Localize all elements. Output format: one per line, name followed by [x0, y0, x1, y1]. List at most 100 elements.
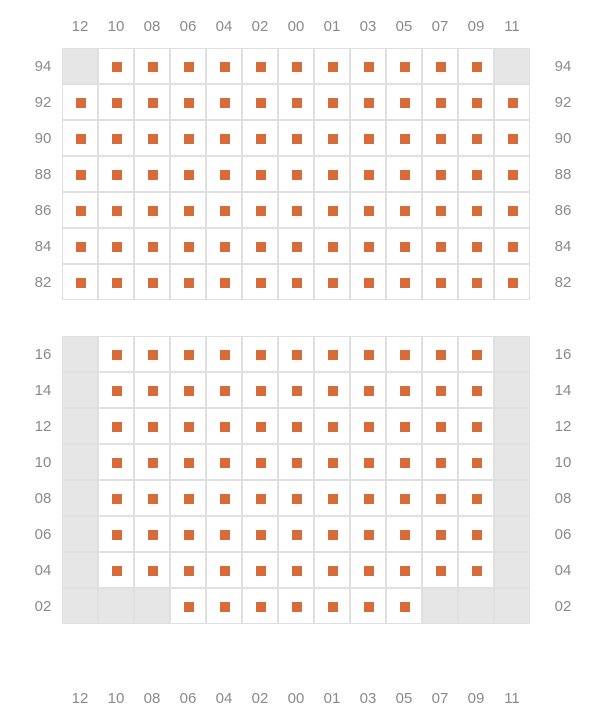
bottom-seat[interactable]: [170, 516, 206, 552]
bottom-seat[interactable]: [314, 588, 350, 624]
top-seat[interactable]: [314, 192, 350, 228]
bottom-seat[interactable]: [206, 336, 242, 372]
bottom-seat[interactable]: [206, 444, 242, 480]
bottom-seat[interactable]: [458, 372, 494, 408]
top-seat[interactable]: [494, 84, 530, 120]
top-seat[interactable]: [98, 156, 134, 192]
bottom-seat[interactable]: [278, 516, 314, 552]
bottom-seat[interactable]: [206, 480, 242, 516]
top-seat[interactable]: [206, 156, 242, 192]
top-seat[interactable]: [458, 156, 494, 192]
top-seat[interactable]: [422, 156, 458, 192]
bottom-seat[interactable]: [278, 588, 314, 624]
top-seat[interactable]: [206, 228, 242, 264]
top-seat[interactable]: [98, 84, 134, 120]
top-seat[interactable]: [242, 156, 278, 192]
top-seat[interactable]: [134, 84, 170, 120]
top-seat[interactable]: [458, 84, 494, 120]
bottom-seat[interactable]: [134, 336, 170, 372]
top-seat[interactable]: [278, 228, 314, 264]
top-seat[interactable]: [350, 228, 386, 264]
bottom-seat[interactable]: [98, 480, 134, 516]
bottom-seat[interactable]: [350, 552, 386, 588]
bottom-seat[interactable]: [386, 480, 422, 516]
top-seat[interactable]: [98, 264, 134, 300]
bottom-seat[interactable]: [278, 336, 314, 372]
top-seat[interactable]: [278, 48, 314, 84]
bottom-seat[interactable]: [458, 336, 494, 372]
top-seat[interactable]: [62, 84, 98, 120]
top-seat[interactable]: [422, 264, 458, 300]
top-seat[interactable]: [206, 120, 242, 156]
bottom-seat[interactable]: [206, 408, 242, 444]
top-seat[interactable]: [350, 156, 386, 192]
top-seat[interactable]: [314, 48, 350, 84]
bottom-seat[interactable]: [458, 480, 494, 516]
top-seat[interactable]: [458, 120, 494, 156]
bottom-seat[interactable]: [422, 444, 458, 480]
top-seat[interactable]: [494, 264, 530, 300]
top-seat[interactable]: [98, 228, 134, 264]
top-seat[interactable]: [62, 120, 98, 156]
bottom-seat[interactable]: [242, 480, 278, 516]
bottom-seat[interactable]: [422, 480, 458, 516]
top-seat[interactable]: [350, 48, 386, 84]
bottom-seat[interactable]: [386, 408, 422, 444]
top-seat[interactable]: [494, 228, 530, 264]
bottom-seat[interactable]: [350, 588, 386, 624]
bottom-seat[interactable]: [314, 516, 350, 552]
bottom-seat[interactable]: [206, 516, 242, 552]
bottom-seat[interactable]: [458, 552, 494, 588]
top-seat[interactable]: [386, 264, 422, 300]
top-seat[interactable]: [422, 84, 458, 120]
top-seat[interactable]: [494, 192, 530, 228]
top-seat[interactable]: [278, 120, 314, 156]
top-seat[interactable]: [62, 192, 98, 228]
top-seat[interactable]: [278, 84, 314, 120]
top-seat[interactable]: [386, 84, 422, 120]
top-seat[interactable]: [458, 48, 494, 84]
top-seat[interactable]: [458, 228, 494, 264]
top-seat[interactable]: [386, 120, 422, 156]
top-seat[interactable]: [98, 48, 134, 84]
bottom-seat[interactable]: [278, 372, 314, 408]
bottom-seat[interactable]: [350, 480, 386, 516]
bottom-seat[interactable]: [134, 444, 170, 480]
top-seat[interactable]: [206, 264, 242, 300]
bottom-seat[interactable]: [386, 372, 422, 408]
bottom-seat[interactable]: [134, 480, 170, 516]
bottom-seat[interactable]: [242, 408, 278, 444]
top-seat[interactable]: [386, 192, 422, 228]
bottom-seat[interactable]: [170, 480, 206, 516]
top-seat[interactable]: [422, 228, 458, 264]
bottom-seat[interactable]: [170, 588, 206, 624]
bottom-seat[interactable]: [278, 480, 314, 516]
top-seat[interactable]: [242, 48, 278, 84]
top-seat[interactable]: [206, 192, 242, 228]
bottom-seat[interactable]: [314, 372, 350, 408]
top-seat[interactable]: [134, 228, 170, 264]
bottom-seat[interactable]: [206, 588, 242, 624]
bottom-seat[interactable]: [278, 444, 314, 480]
top-seat[interactable]: [386, 156, 422, 192]
top-seat[interactable]: [134, 264, 170, 300]
bottom-seat[interactable]: [242, 588, 278, 624]
bottom-seat[interactable]: [98, 516, 134, 552]
top-seat[interactable]: [206, 84, 242, 120]
top-seat[interactable]: [386, 228, 422, 264]
bottom-seat[interactable]: [242, 372, 278, 408]
bottom-seat[interactable]: [242, 552, 278, 588]
bottom-seat[interactable]: [458, 444, 494, 480]
bottom-seat[interactable]: [170, 444, 206, 480]
top-seat[interactable]: [422, 48, 458, 84]
top-seat[interactable]: [314, 84, 350, 120]
bottom-seat[interactable]: [314, 336, 350, 372]
top-seat[interactable]: [134, 156, 170, 192]
bottom-seat[interactable]: [350, 336, 386, 372]
bottom-seat[interactable]: [134, 372, 170, 408]
top-seat[interactable]: [62, 264, 98, 300]
top-seat[interactable]: [170, 228, 206, 264]
top-seat[interactable]: [170, 264, 206, 300]
top-seat[interactable]: [350, 120, 386, 156]
bottom-seat[interactable]: [170, 372, 206, 408]
